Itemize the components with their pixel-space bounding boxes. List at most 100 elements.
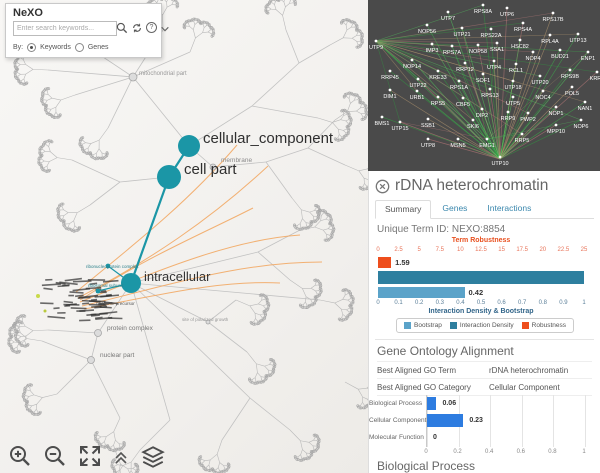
gene-node-label[interactable]: SSB1: [421, 123, 435, 129]
gene-node-label[interactable]: RRP12: [456, 67, 474, 73]
gene-node-label[interactable]: DIP2: [476, 113, 488, 119]
gene-node[interactable]: [511, 95, 515, 99]
gene-node[interactable]: [548, 33, 552, 37]
gene-node-label[interactable]: RPS9B: [561, 74, 579, 80]
gene-node-label[interactable]: IMP3: [426, 48, 439, 54]
gene-node-label[interactable]: PWP2: [520, 117, 536, 123]
gene-node-label[interactable]: RRP45: [381, 75, 399, 81]
gene-node[interactable]: [398, 120, 402, 124]
gene-node-label[interactable]: RRP5: [515, 138, 530, 144]
gene-node[interactable]: [457, 79, 461, 83]
gene-node-label[interactable]: RPS13: [481, 93, 498, 99]
gene-node[interactable]: [436, 69, 440, 73]
gene-node-label[interactable]: RPS1A: [450, 85, 468, 91]
gene-node-label[interactable]: MSN5: [450, 143, 465, 149]
gene-node-label[interactable]: NOP6: [574, 124, 589, 130]
gene-node[interactable]: [374, 39, 378, 43]
gene-node[interactable]: [480, 107, 484, 111]
gene-node-label[interactable]: NOP4: [526, 56, 541, 62]
gene-node-label[interactable]: RPS17B: [542, 17, 563, 23]
gene-node-label[interactable]: UTP15: [391, 126, 408, 132]
gene-node-label[interactable]: RPS7A: [443, 50, 461, 56]
gene-node-label[interactable]: UTP4: [487, 65, 501, 71]
radio-keywords-label[interactable]: Keywords: [40, 44, 71, 51]
gene-node[interactable]: [488, 87, 492, 91]
gene-node[interactable]: [521, 21, 525, 25]
gene-node[interactable]: [538, 74, 542, 78]
gene-node[interactable]: [456, 137, 460, 141]
refresh-icon[interactable]: [131, 21, 143, 33]
gene-node-label[interactable]: RPS22A: [480, 33, 501, 39]
fit-to-view-icon[interactable]: [78, 444, 102, 468]
close-icon[interactable]: [375, 179, 390, 194]
gene-network-svg[interactable]: UTP9 UTP7 RPS8A UTP6 RPS17B NOP56 UTP21 RPS22A R…: [368, 0, 600, 171]
tab-summary[interactable]: Summary: [375, 200, 432, 219]
gene-node[interactable]: [388, 69, 392, 73]
gene-node-label[interactable]: UTP21: [453, 32, 470, 38]
gene-node-label[interactable]: URB1: [410, 95, 425, 101]
gene-node-label[interactable]: NOC4: [535, 95, 550, 101]
gene-node[interactable]: [476, 43, 480, 47]
gene-node[interactable]: [518, 38, 522, 42]
gene-node[interactable]: [505, 6, 509, 10]
gene-node[interactable]: [425, 23, 429, 27]
gene-node[interactable]: [380, 115, 384, 119]
gene-node-label[interactable]: ENP1: [581, 56, 595, 62]
gene-node[interactable]: [526, 111, 530, 115]
gene-node[interactable]: [554, 123, 558, 127]
layers-icon[interactable]: [140, 444, 165, 468]
gene-node-label[interactable]: RPL4A: [541, 39, 559, 45]
gene-node-label[interactable]: RPS8A: [474, 9, 492, 15]
gene-node[interactable]: [495, 41, 499, 45]
tab-interactions[interactable]: Interactions: [487, 203, 532, 213]
gene-node-label[interactable]: UTP6: [500, 12, 514, 18]
gene-node-label[interactable]: RPS4A: [514, 27, 532, 33]
gene-node-label[interactable]: NOP14: [403, 64, 421, 70]
gene-node-label[interactable]: UTP8: [421, 143, 435, 149]
gene-network-panel[interactable]: UTP9 UTP7 RPS8A UTP6 RPS17B NOP56 UTP21 RPS22A R…: [368, 0, 600, 171]
gene-node[interactable]: [583, 100, 587, 104]
zoom-in-icon[interactable]: [8, 444, 32, 468]
gene-node-label[interactable]: UTP20: [531, 80, 548, 86]
gene-node-label[interactable]: BMS1: [375, 121, 390, 127]
help-icon[interactable]: ?: [146, 21, 157, 33]
gene-node[interactable]: [520, 132, 524, 136]
gene-node-label[interactable]: NAN1: [578, 106, 593, 112]
gene-node[interactable]: [498, 155, 502, 159]
gene-node-label[interactable]: SKI6: [467, 124, 479, 130]
radio-genes-label[interactable]: Genes: [87, 44, 109, 51]
gene-node-label[interactable]: UTP13: [569, 38, 586, 44]
gene-node-label[interactable]: EMG1: [479, 143, 495, 149]
gene-node[interactable]: [460, 26, 464, 30]
gene-node-label[interactable]: BUD21: [551, 54, 569, 60]
gene-node-label[interactable]: UTP9: [369, 45, 383, 51]
collapse-chevrons-icon[interactable]: [113, 450, 129, 466]
gene-node[interactable]: [463, 61, 467, 65]
gene-node[interactable]: [551, 11, 555, 15]
gene-node[interactable]: [570, 85, 574, 89]
gene-node-label[interactable]: MPP10: [547, 129, 565, 135]
gene-node[interactable]: [416, 77, 420, 81]
gene-node[interactable]: [511, 79, 515, 83]
gene-node[interactable]: [531, 50, 535, 54]
gene-node[interactable]: [579, 118, 583, 122]
gene-node-label[interactable]: RRP9: [501, 116, 516, 122]
gene-node[interactable]: [514, 62, 518, 66]
collapse-chevron-icon[interactable]: [160, 21, 172, 33]
gene-node[interactable]: [410, 58, 414, 62]
gene-node-label[interactable]: HSC82: [511, 44, 529, 50]
gene-node-label[interactable]: UTP5: [506, 101, 520, 107]
gene-node-label[interactable]: NOP56: [418, 29, 436, 35]
gene-node[interactable]: [492, 59, 496, 63]
radio-genes[interactable]: [74, 43, 84, 52]
gene-node[interactable]: [436, 95, 440, 99]
search-input[interactable]: [13, 21, 117, 36]
search-icon[interactable]: [116, 21, 128, 34]
gene-node-label[interactable]: DIM1: [383, 94, 396, 100]
gene-node-label[interactable]: CBF5: [456, 102, 470, 108]
gene-node[interactable]: [554, 105, 558, 109]
tab-genes[interactable]: Genes: [442, 203, 468, 213]
gene-node-label[interactable]: UTP18: [504, 85, 521, 91]
gene-node-label[interactable]: UTP22: [409, 83, 426, 89]
gene-node[interactable]: [426, 137, 430, 141]
